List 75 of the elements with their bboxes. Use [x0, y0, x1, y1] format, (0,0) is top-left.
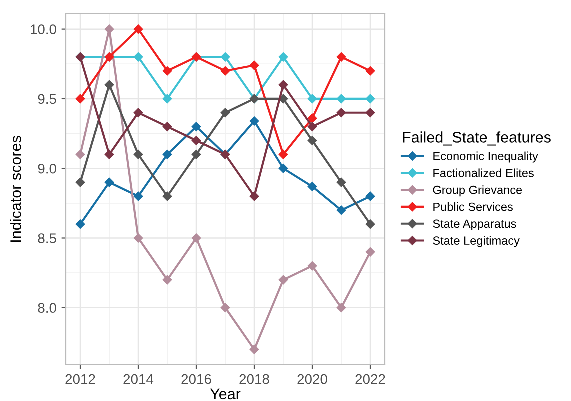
point [76, 94, 86, 104]
x-axis-title: Year [210, 388, 241, 400]
point [104, 150, 114, 160]
point [250, 116, 260, 126]
point [162, 94, 172, 104]
point [366, 220, 376, 229]
point [76, 150, 86, 160]
point [278, 275, 288, 285]
point [192, 150, 202, 160]
x-tick-label: 2018 [240, 374, 270, 384]
point [278, 150, 288, 160]
point [134, 192, 144, 202]
point [192, 234, 202, 243]
point [250, 192, 260, 202]
point [366, 94, 376, 104]
legend-label: Economic Inequality [434, 152, 538, 163]
point [308, 182, 318, 192]
point [104, 24, 114, 34]
legend-label: Public Services [434, 202, 513, 212]
legend-label: State Legitimacy [433, 236, 520, 248]
x-tick-label: 2014 [124, 374, 154, 384]
point [134, 108, 144, 118]
point [336, 178, 346, 188]
point [308, 94, 318, 104]
point [250, 345, 260, 354]
y-tick-label: 10.0 [31, 24, 56, 34]
y-tick-label: 9.0 [38, 164, 56, 174]
point [76, 178, 86, 188]
point [336, 303, 346, 313]
point [162, 192, 172, 202]
point [134, 150, 144, 160]
y-tick-label: 8.5 [38, 234, 56, 244]
y-tick-label: 9.5 [38, 94, 56, 104]
x-tick-label: 2022 [356, 374, 386, 384]
x-tick-label: 2016 [182, 374, 212, 384]
point [162, 275, 172, 285]
point [308, 114, 318, 124]
point [308, 122, 318, 132]
point [336, 206, 346, 216]
legend-label: Group Grievance [433, 186, 522, 197]
legend-label: State Apparatus [433, 220, 516, 230]
point [104, 178, 114, 188]
point [308, 136, 318, 146]
point [162, 122, 172, 132]
point [336, 94, 346, 104]
point [192, 136, 202, 146]
x-tick-label: 2012 [66, 374, 96, 384]
point [336, 52, 346, 62]
point [278, 164, 288, 174]
point [192, 122, 202, 132]
point [366, 248, 376, 257]
point [366, 66, 376, 76]
point [220, 303, 230, 313]
point [220, 108, 230, 118]
y-tick-label: 8.0 [38, 303, 56, 314]
point [278, 80, 288, 90]
point [278, 52, 288, 62]
point [162, 150, 172, 160]
point [336, 108, 346, 118]
point [134, 24, 144, 34]
point [220, 66, 230, 76]
point [134, 52, 144, 62]
legend-label: Factionalized Elites [434, 168, 534, 178]
point [104, 80, 114, 90]
point [250, 60, 260, 70]
point [162, 66, 172, 76]
point [366, 192, 376, 202]
x-tick-label: 2020 [298, 374, 328, 384]
point [308, 261, 318, 271]
y-axis-title: Indicator scores [10, 136, 22, 242]
point [366, 108, 376, 118]
point [134, 234, 144, 243]
point [220, 52, 230, 62]
legend-title: Failed_State_features [403, 132, 551, 146]
point [76, 220, 86, 229]
